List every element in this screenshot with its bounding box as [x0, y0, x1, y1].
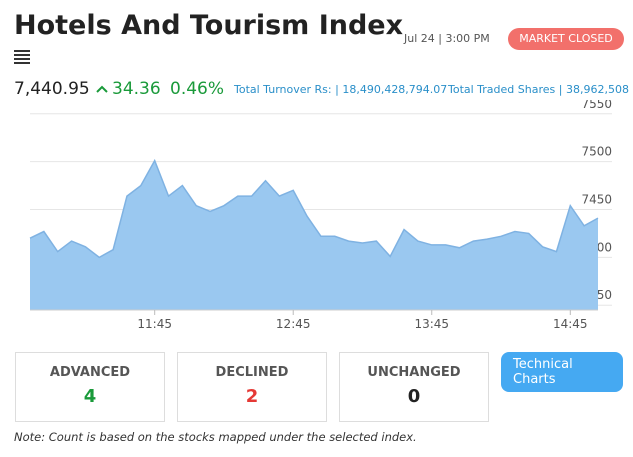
technical-charts-button[interactable]: Technical Charts	[501, 352, 623, 392]
menu-icon[interactable]	[14, 50, 30, 64]
note: Note: Count is based on the stocks mappe…	[14, 430, 417, 444]
x-tick-label: 14:45	[553, 317, 588, 331]
x-tick-label: 13:45	[414, 317, 449, 331]
shares-value: 38,962,508	[565, 83, 629, 96]
change: 34.36	[112, 79, 161, 99]
stat-value: 2	[245, 386, 259, 407]
stat-box: ADVANCED 4	[15, 352, 165, 422]
area-line	[29, 158, 599, 259]
market-status: MARKET CLOSED	[508, 28, 624, 50]
y-tick-label: 7450	[581, 193, 612, 207]
turnover-label: Total Turnover Rs: |	[234, 83, 339, 96]
stat-label: ADVANCED	[49, 365, 131, 380]
y-tick-label: 7550	[581, 100, 612, 111]
stat-label: DECLINED	[215, 365, 289, 380]
x-tick-label: 11:45	[137, 317, 172, 331]
stat-value: 0	[407, 386, 421, 407]
x-tick-label: 12:45	[276, 317, 311, 331]
date-time: Jul 24 | 3:00 PM	[404, 32, 490, 45]
index-title: Hotels And Tourism Index	[14, 10, 404, 41]
stat-label: UNCHANGED	[367, 365, 461, 380]
turnover: Total Turnover Rs: | 18,490,428,794.07	[234, 83, 447, 96]
stat-value: 4	[83, 386, 97, 407]
shares: Total Traded Shares | 38,962,508	[448, 83, 629, 96]
up-arrow	[96, 85, 108, 93]
area	[30, 160, 598, 310]
change-pct: 0.46%	[170, 79, 225, 99]
stat-box: UNCHANGED 0	[339, 352, 489, 422]
y-tick-label: 7500	[581, 145, 612, 159]
index-value: 7,440.95	[14, 79, 90, 99]
turnover-value: 18,490,428,794.07	[342, 83, 448, 96]
shares-label: Total Traded Shares |	[448, 83, 563, 96]
stat-box: DECLINED 2	[177, 352, 327, 422]
